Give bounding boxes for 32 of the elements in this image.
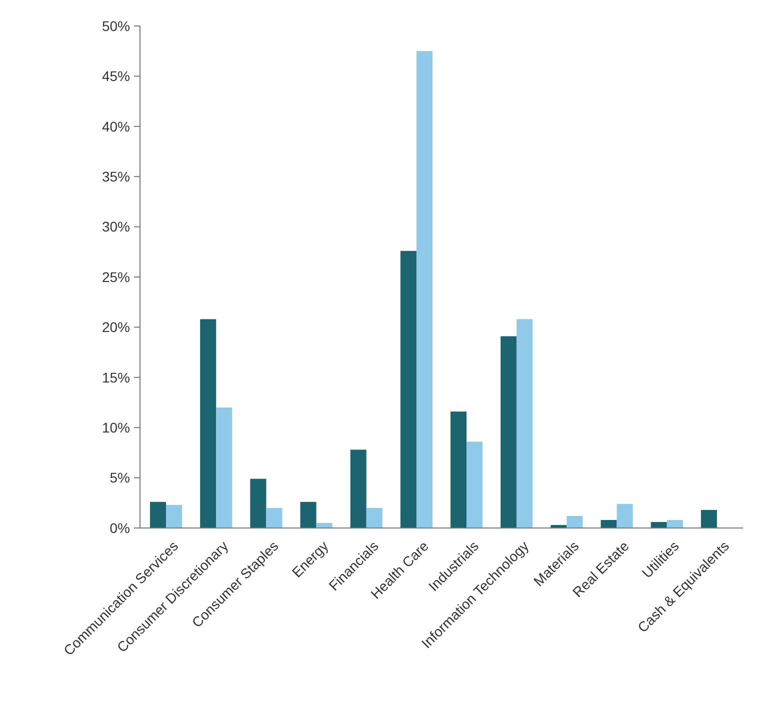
bar bbox=[666, 520, 683, 528]
bar bbox=[416, 51, 432, 528]
y-tick-label: 50% bbox=[102, 18, 130, 34]
y-tick-label: 45% bbox=[102, 68, 130, 84]
bar bbox=[166, 504, 182, 528]
bar bbox=[450, 412, 467, 528]
bar bbox=[216, 408, 232, 528]
y-tick-label: 40% bbox=[102, 118, 130, 134]
bar bbox=[150, 502, 166, 528]
bar bbox=[350, 450, 366, 528]
bar bbox=[466, 442, 483, 528]
y-tick-label: 20% bbox=[102, 319, 130, 336]
bar bbox=[566, 516, 583, 528]
y-tick-label: 0% bbox=[110, 520, 130, 536]
bar bbox=[650, 522, 667, 528]
bar bbox=[300, 502, 316, 528]
bar bbox=[500, 336, 517, 528]
y-tick-label: 35% bbox=[102, 168, 130, 184]
bar bbox=[700, 510, 717, 528]
y-tick-label: 15% bbox=[102, 369, 130, 386]
bar bbox=[266, 508, 282, 528]
bar bbox=[400, 250, 416, 528]
y-tick-label: 30% bbox=[102, 218, 130, 235]
bar bbox=[600, 520, 617, 528]
bar bbox=[516, 319, 533, 528]
y-tick-label: 10% bbox=[102, 420, 130, 436]
bar bbox=[200, 319, 216, 528]
y-tick-label: 25% bbox=[102, 268, 130, 285]
bar bbox=[366, 508, 382, 528]
bar bbox=[616, 504, 633, 528]
bar bbox=[250, 478, 266, 528]
y-tick-label: 5% bbox=[110, 470, 130, 486]
